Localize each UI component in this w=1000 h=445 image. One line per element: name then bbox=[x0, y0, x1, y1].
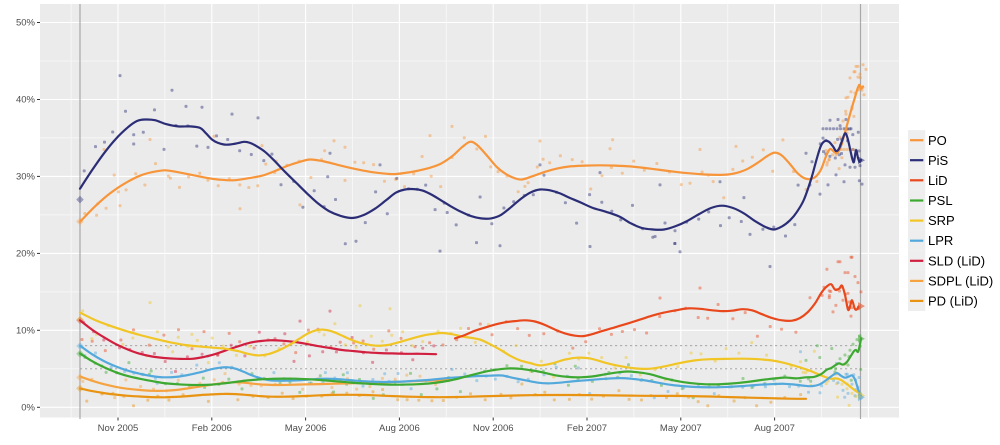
svg-text:10%: 10% bbox=[16, 326, 36, 337]
svg-text:Feb 2006: Feb 2006 bbox=[192, 423, 232, 434]
svg-text:0%: 0% bbox=[21, 403, 35, 414]
svg-text:LPR: LPR bbox=[928, 233, 953, 248]
svg-text:30%: 30% bbox=[16, 172, 36, 183]
svg-text:Aug 2007: Aug 2007 bbox=[754, 423, 795, 434]
svg-text:40%: 40% bbox=[16, 95, 36, 106]
svg-text:PSL: PSL bbox=[928, 193, 953, 208]
svg-text:PO: PO bbox=[928, 133, 947, 148]
svg-text:Feb 2007: Feb 2007 bbox=[567, 423, 607, 434]
svg-text:May 2006: May 2006 bbox=[285, 423, 327, 434]
svg-text:Nov 2005: Nov 2005 bbox=[98, 423, 139, 434]
svg-text:50%: 50% bbox=[16, 18, 36, 29]
svg-text:SDPL (LiD): SDPL (LiD) bbox=[928, 274, 993, 289]
svg-text:20%: 20% bbox=[16, 249, 36, 260]
svg-text:SLD (LiD): SLD (LiD) bbox=[928, 253, 985, 268]
svg-text:Aug 2006: Aug 2006 bbox=[379, 423, 420, 434]
svg-text:LiD: LiD bbox=[928, 173, 948, 188]
svg-text:PiS: PiS bbox=[928, 153, 949, 168]
svg-text:May 2007: May 2007 bbox=[660, 423, 702, 434]
svg-text:PD (LiD): PD (LiD) bbox=[928, 294, 978, 309]
svg-text:Nov 2006: Nov 2006 bbox=[473, 423, 514, 434]
svg-text:SRP: SRP bbox=[928, 213, 955, 228]
